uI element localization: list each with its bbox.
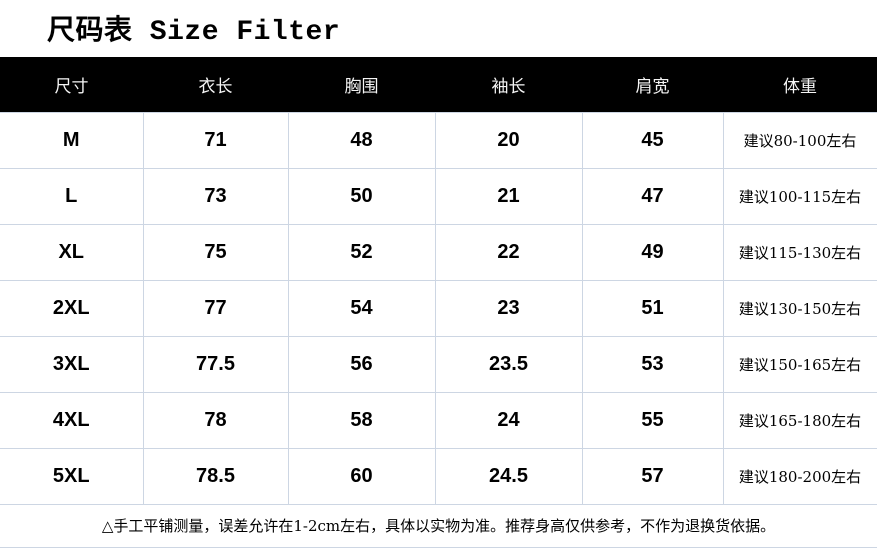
weight-suggestion-cell: 建议80-100左右: [722, 111, 877, 169]
table-row: L 73 50 21 47 建议100-115左右: [0, 167, 877, 225]
size-cell: L: [0, 167, 144, 225]
size-cell: 4XL: [0, 391, 144, 449]
measurement-cell: 49: [581, 223, 724, 281]
measurement-cell: 77: [142, 279, 289, 337]
table-row: 4XL 78 58 24 55 建议165-180左右: [0, 391, 877, 449]
measurement-cell: 75: [142, 223, 289, 281]
weight-suggestion-cell: 建议165-180左右: [722, 391, 877, 449]
weight-suggestion-cell: 建议150-165左右: [722, 335, 877, 393]
weight-suggestion-cell: 建议115-130左右: [722, 223, 877, 281]
weight-suggestion-cell: 建议130-150左右: [722, 279, 877, 337]
header-cell: 胸围: [288, 57, 435, 112]
measurement-cell: 78: [142, 391, 289, 449]
table-row: M 71 48 20 45 建议80-100左右: [0, 111, 877, 169]
measurement-cell: 78.5: [142, 447, 289, 505]
measurement-footnote: △手工平铺测量，误差允许在1-2cm左右，具体以实物为准。推荐身高仅供参考，不作…: [0, 504, 877, 548]
size-cell: 3XL: [0, 335, 144, 393]
measurement-cell: 77.5: [142, 335, 289, 393]
header-cell: 衣长: [143, 57, 288, 112]
size-cell: 5XL: [0, 447, 144, 505]
measurement-cell: 58: [287, 391, 436, 449]
header-cell: 袖长: [435, 57, 582, 112]
measurement-cell: 50: [287, 167, 436, 225]
measurement-cell: 47: [581, 167, 724, 225]
measurement-cell: 54: [287, 279, 436, 337]
measurement-cell: 60: [287, 447, 436, 505]
header-cell: 肩宽: [582, 57, 723, 112]
table-row: 5XL 78.5 60 24.5 57 建议180-200左右: [0, 447, 877, 505]
footnote-row: △手工平铺测量，误差允许在1-2cm左右，具体以实物为准。推荐身高仅供参考，不作…: [0, 504, 877, 548]
measurement-cell: 23.5: [434, 335, 583, 393]
measurement-cell: 24: [434, 391, 583, 449]
measurement-cell: 21: [434, 167, 583, 225]
measurement-cell: 22: [434, 223, 583, 281]
header-cell: 尺寸: [0, 57, 143, 112]
page-title: 尺码表 Size Filter: [47, 17, 341, 48]
measurement-cell: 24.5: [434, 447, 583, 505]
table-row: 2XL 77 54 23 51 建议130-150左右: [0, 279, 877, 337]
measurement-cell: 73: [142, 167, 289, 225]
weight-suggestion-cell: 建议100-115左右: [722, 167, 877, 225]
measurement-cell: 53: [581, 335, 724, 393]
measurement-cell: 52: [287, 223, 436, 281]
size-cell: 2XL: [0, 279, 144, 337]
header-row: 尺寸 衣长 胸围 袖长 肩宽 体重: [0, 57, 877, 112]
table-row: 3XL 77.5 56 23.5 53 建议150-165左右: [0, 335, 877, 393]
measurement-cell: 55: [581, 391, 724, 449]
measurement-cell: 20: [434, 111, 583, 169]
measurement-cell: 51: [581, 279, 724, 337]
measurement-cell: 71: [142, 111, 289, 169]
size-table: 尺寸 衣长 胸围 袖长 肩宽 体重 M 71 48 20 45 建议80-100左右 L 73 50 21 4…: [0, 57, 877, 548]
measurement-cell: 57: [581, 447, 724, 505]
size-cell: M: [0, 111, 144, 169]
measurement-cell: 56: [287, 335, 436, 393]
measurement-cell: 23: [434, 279, 583, 337]
measurement-cell: 48: [287, 111, 436, 169]
header-cell: 体重: [723, 57, 877, 112]
weight-suggestion-cell: 建议180-200左右: [722, 447, 877, 505]
table-row: XL 75 52 22 49 建议115-130左右: [0, 223, 877, 281]
measurement-cell: 45: [581, 111, 724, 169]
size-cell: XL: [0, 223, 144, 281]
